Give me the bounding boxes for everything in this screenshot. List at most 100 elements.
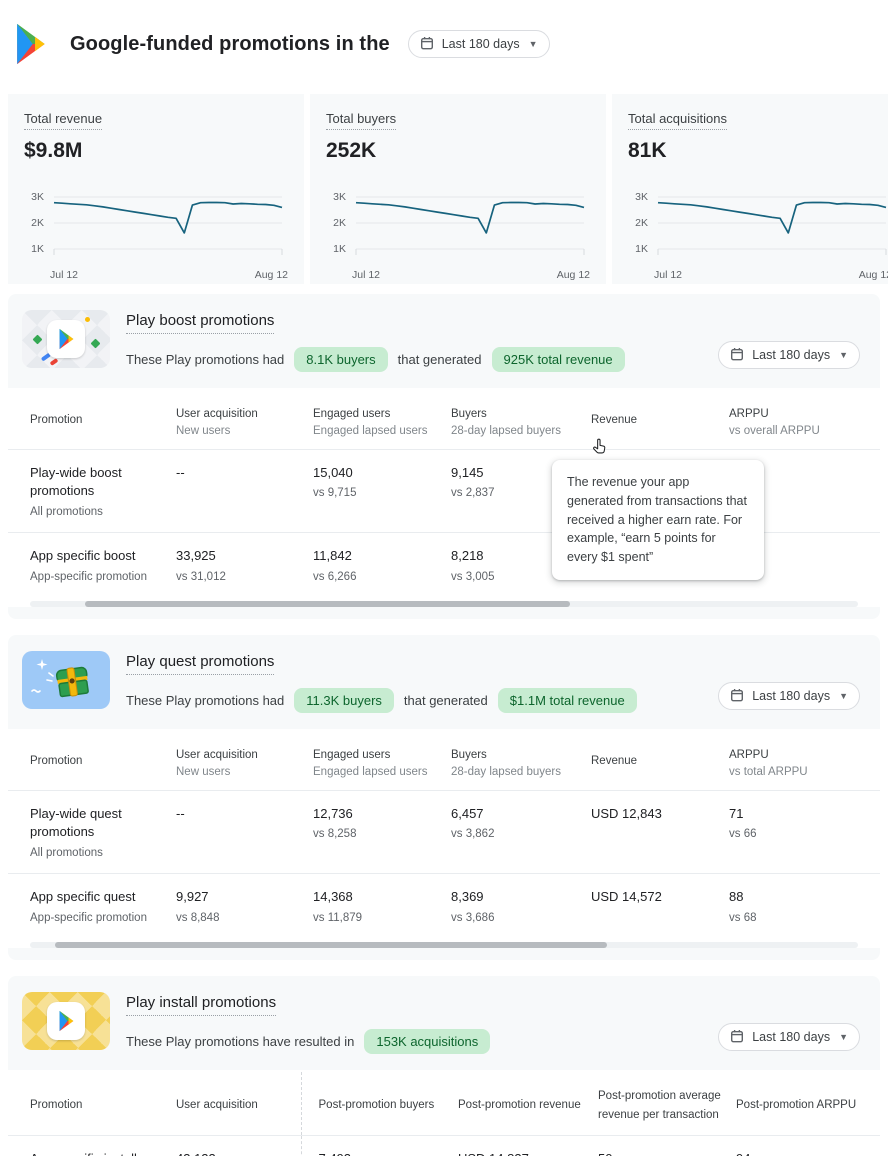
cell-arppu: 88 vs 68 <box>729 873 880 939</box>
section-summary: These Play promotions had 8.1K buyers th… <box>126 347 702 372</box>
calendar-icon <box>730 687 744 705</box>
table-header-row: Promotion User acquisition Post-promotio… <box>8 1072 880 1136</box>
kpi-label[interactable]: Total revenue <box>24 111 103 130</box>
kpi-value: $9.8M <box>24 139 83 162</box>
x-axis-labels: Jul 12 Aug 12 <box>50 269 288 281</box>
col-header-arppu: ARPPU vs total ARPPU <box>729 749 808 778</box>
col-header-post-promotion-revenue: Post-promotion revenue <box>458 1099 581 1112</box>
cell-revenue: USD 14,572 <box>591 873 729 939</box>
cell-user-acquisition: 33,925 vs 31,012 <box>176 532 313 598</box>
kpi-label[interactable]: Total acquisitions <box>628 111 727 130</box>
scrollbar-thumb[interactable] <box>55 942 607 949</box>
line-chart <box>657 196 887 255</box>
section-header: Play install promotions These Play promo… <box>8 976 880 1070</box>
play-boost-promotions-section: Play boost promotions These Play promoti… <box>8 294 880 620</box>
section-summary: These Play promotions have resulted in 1… <box>126 1029 702 1055</box>
buyers-chip: 8.1K buyers <box>294 347 388 372</box>
install-table: Promotion User acquisition Post-promotio… <box>8 1072 880 1156</box>
cell-revenue: USD 12,843 <box>591 789 729 874</box>
google-play-logo-icon <box>59 328 74 350</box>
revenue-tooltip: The revenue your app generated from tran… <box>552 460 764 580</box>
acquisitions-chip: 153K acquisitions <box>364 1029 491 1055</box>
table-row: Play-wide quest promotions All promotions… <box>8 789 880 874</box>
kpi-value: 252K <box>326 139 377 162</box>
col-header-engaged-users: Engaged users Engaged lapsed users <box>313 749 428 778</box>
kpi-card-total-revenue: Total revenue $9.8M 3K 2K 1K <box>8 94 304 284</box>
chevron-down-icon: ▼ <box>839 350 848 360</box>
cell-engaged-users: 14,368 vs 11,879 <box>313 873 451 939</box>
col-header-promotion: Promotion <box>30 1099 83 1112</box>
col-header-buyers: Buyers 28-day lapsed buyers <box>451 408 561 437</box>
kpi-label[interactable]: Total buyers <box>326 111 397 130</box>
summary-text: that generated <box>397 352 482 367</box>
cell-promotion: Play-wide boost promotions All promotions <box>8 448 176 533</box>
section-header: Play quest promotions These Play promoti… <box>8 635 880 729</box>
col-header-revenue[interactable]: Revenue <box>591 414 638 426</box>
cell-engaged-users: 15,040 vs 9,715 <box>313 448 451 533</box>
y-axis-labels: 3K 2K 1K <box>628 189 652 267</box>
y-tick: 3K <box>333 191 346 203</box>
play-boost-icon <box>22 310 110 368</box>
date-range-selector[interactable]: Last 180 days ▼ <box>718 341 860 369</box>
summary-text: These Play promotions have resulted in <box>126 1034 355 1050</box>
cell-promotion: Play-wide quest promotions All promotions <box>8 789 176 874</box>
y-axis-labels: 3K 2K 1K <box>326 189 350 267</box>
chevron-down-icon: ▼ <box>839 691 848 702</box>
date-range-label: Last 180 days <box>752 348 831 362</box>
col-header-user-acquisition: User acquisition <box>176 1099 258 1112</box>
play-install-icon <box>22 992 110 1051</box>
cell-promotion: App specific installApp-specific promoti… <box>8 1135 176 1156</box>
y-tick: 2K <box>333 217 346 229</box>
line-chart <box>355 196 585 255</box>
cell-engaged-users: 12,736 vs 8,258 <box>313 789 451 874</box>
date-range-label: Last 180 days <box>441 37 520 51</box>
y-tick: 1K <box>31 243 44 255</box>
table-row: App specific quest App-specific promotion… <box>8 873 880 939</box>
date-range-selector[interactable]: Last 180 days ▼ <box>407 30 550 58</box>
col-header-promotion: Promotion <box>30 414 83 426</box>
play-install-promotions-section: Play install promotions These Play promo… <box>8 976 880 1156</box>
treasure-chest-icon <box>31 659 89 698</box>
col-header-post-promotion-buyers: Post-promotion buyers <box>300 1072 458 1136</box>
revenue-chip: $1.1M total revenue <box>497 688 637 714</box>
cell-buyers: 8,369 vs 3,686 <box>451 873 591 939</box>
calendar-icon <box>730 346 744 364</box>
google-play-logo-icon <box>59 1011 74 1032</box>
kpi-strip: Total revenue $9.8M 3K 2K 1K <box>8 94 888 284</box>
section-header: Play boost promotions These Play promoti… <box>8 294 880 388</box>
horizontal-scrollbar[interactable] <box>30 942 858 949</box>
section-title[interactable]: Play install promotions <box>126 994 277 1017</box>
date-range-selector[interactable]: Last 180 days ▼ <box>718 682 860 711</box>
section-title[interactable]: Play boost promotions <box>126 312 275 334</box>
horizontal-scrollbar[interactable] <box>30 601 858 608</box>
cell-promotion: App specific quest App-specific promotion <box>8 873 176 939</box>
page-title: Google-funded promotions in the <box>70 32 390 55</box>
play-quest-icon <box>22 651 110 710</box>
section-summary: These Play promotions had 11.3K buyers t… <box>126 688 702 714</box>
cell-user-acquisition: 43,123 <box>176 1135 301 1156</box>
cell-user-acquisition: -- <box>176 448 313 533</box>
col-header-revenue: Revenue <box>591 755 638 768</box>
kpi-card-total-acquisitions: Total acquisitions 81K 3K 2K 1K <box>612 94 888 284</box>
x-tick: Aug 12 <box>858 269 888 281</box>
summary-text: These Play promotions had <box>126 693 285 709</box>
col-header-post-promotion-avg-revenue: Post-promotion average revenue per trans… <box>598 1090 721 1121</box>
buyers-chip: 11.3K buyers <box>294 688 394 714</box>
sparkline-chart: 3K 2K 1K Jul 12 Aug 12 <box>628 189 888 281</box>
date-range-label: Last 180 days <box>752 1030 831 1045</box>
section-title[interactable]: Play quest promotions <box>126 653 275 676</box>
summary-text: These Play promotions had <box>126 352 285 367</box>
x-tick: Jul 12 <box>50 269 79 281</box>
y-tick: 1K <box>333 243 346 255</box>
scrollbar-thumb[interactable] <box>85 601 570 608</box>
date-range-selector[interactable]: Last 180 days ▼ <box>718 1023 860 1052</box>
col-header-arppu: ARPPU vs overall ARPPU <box>729 408 820 437</box>
confetti-diamond-icon <box>32 334 43 345</box>
cell-buyers: 6,457 vs 3,862 <box>451 789 591 874</box>
cell-arppu: 71 vs 66 <box>729 789 880 874</box>
calendar-icon <box>420 35 434 53</box>
col-header-user-acquisition: User acquisition New users <box>176 408 258 437</box>
table-header-row: Promotion User acquisition New users Enga… <box>8 390 880 449</box>
col-header-post-promotion-arppu: Post-promotion ARPPU <box>736 1099 857 1112</box>
